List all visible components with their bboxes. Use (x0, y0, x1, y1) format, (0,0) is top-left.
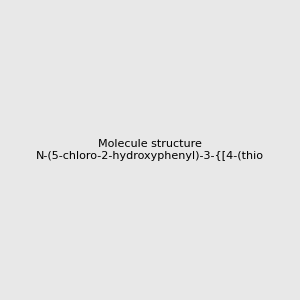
Text: Molecule structure
N-(5-chloro-2-hydroxyphenyl)-3-{[4-(thio: Molecule structure N-(5-chloro-2-hydroxy… (36, 139, 264, 161)
